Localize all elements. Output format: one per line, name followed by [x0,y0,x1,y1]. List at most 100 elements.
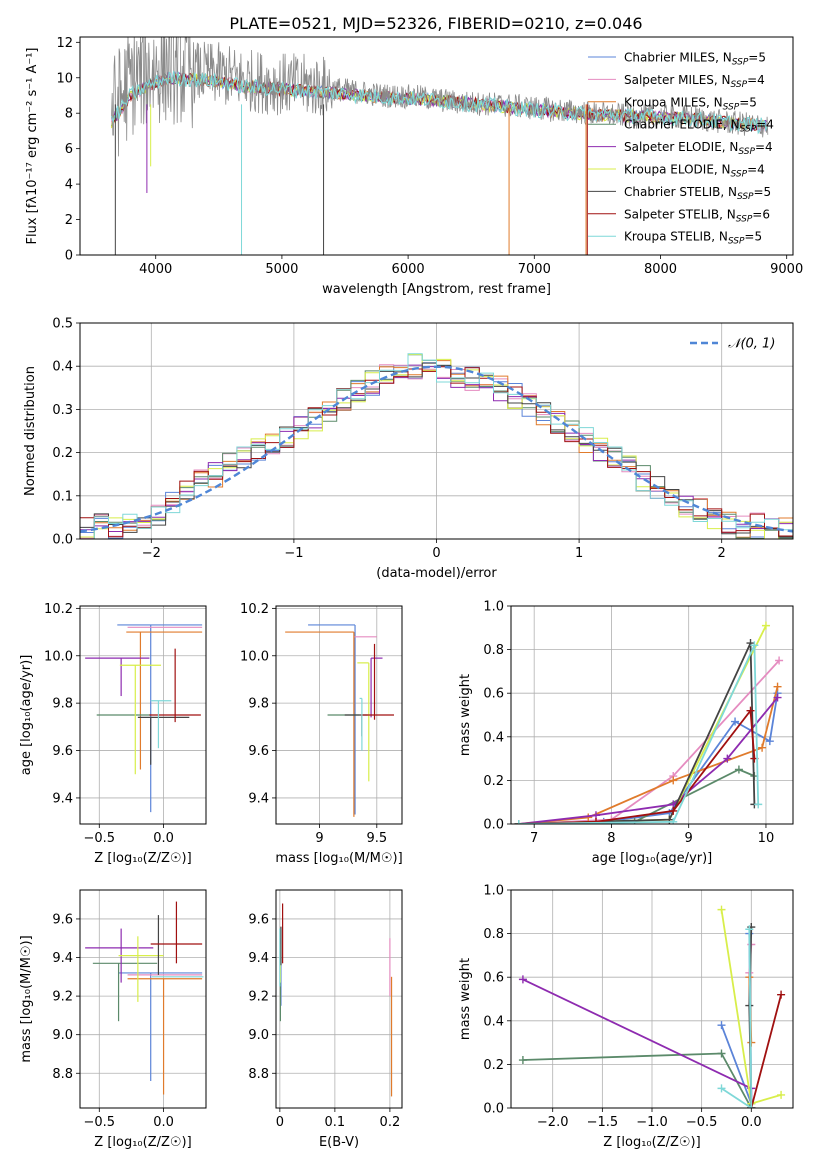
axes-frame [79,36,794,256]
legend-label-sub: SSP [728,237,745,247]
y-tick-label: 0.4 [483,730,504,745]
weight-series-line [522,1052,753,1108]
x-axis-label: Z [log₁₀(Z/Z☉)] [94,1135,191,1150]
y-tick-label: 0.6 [483,687,504,702]
legend-label-main: Salpeter ELODIE, N [624,140,738,154]
residuals-panel: −2 −1 0 1 2 0.0 0.1 0.2 0.3 0.4 0.5 (data-model)/er… [23,317,794,581]
legend-label: Kroupa STELIB, NSSP=5 [624,230,762,247]
y-tick-label: 0.0 [483,1102,504,1117]
y-tick-label: 0.1 [52,489,73,504]
y-tick-label: 8.8 [52,1067,73,1082]
spectrum-legend: Chabrier MILES, NSSP=5 Salpeter MILES, NS… [588,51,774,247]
y-axis-label: Flux [fλ10⁻¹⁷ erg cm⁻² s⁻¹ A⁻¹] [25,48,40,245]
x-axis-label: E(B-V) [319,1135,359,1150]
x-tick-label: 0.0 [153,1115,174,1130]
x-tick-label: 0 [432,546,440,561]
legend-label: Chabrier MILES, NSSP=5 [624,51,766,68]
y-axis-label: age [log₁₀(age/yr)] [19,655,34,776]
x-tick-label: −0.5 [83,1115,115,1130]
y-axis-label: mass weight [458,958,473,1040]
legend-label-sub: SSP [736,214,753,224]
histogram-steps [80,353,793,539]
x-tick-label: −1.0 [636,1115,668,1130]
y-tick-label: 8.8 [248,1067,269,1082]
y-tick-label: 4 [65,178,73,193]
y-tick-label: 9.4 [248,951,269,966]
x-tick-label: 2 [718,546,726,561]
x-tick-label: 0.1 [325,1115,346,1130]
legend-label-suffix: =5 [754,185,772,199]
y-axis-label: mass [log₁₀(M/M☉)] [19,935,34,1062]
axes-frame [79,889,207,1109]
y-tick-label: 9.2 [248,990,269,1005]
weight-point-marker [518,975,527,984]
legend-label-main: Chabrier ELODIE, N [624,118,740,132]
y-tick-label: 9.2 [52,990,73,1005]
y-tick-label: 1.0 [483,600,504,615]
y-tick-label: 9.6 [52,912,73,927]
y-tick-label: 0.8 [483,643,504,658]
weight-point-marker [717,1084,726,1093]
x-tick-label: −0.5 [686,1115,718,1130]
weight-point-marker [777,990,786,999]
axes-frame [275,889,403,1109]
axes-frame [275,605,403,825]
errorbar-group [85,624,203,813]
legend-label: Kroupa ELODIE, NSSP=4 [624,163,765,180]
legend-label: Chabrier STELIB, NSSP=5 [624,185,771,202]
legend-label-sub: SSP [737,192,754,202]
y-tick-label: 9.4 [52,951,73,966]
weight-lines [514,621,784,824]
x-axis-label: mass [log₁₀(M/M☉)] [275,851,402,866]
mass-vs-ebv-panel: 0 0.1 0.2 8.8 9.0 9.2 9.4 9.6 E(B-V) [248,889,403,1150]
x-tick-label: 9000 [770,262,803,277]
y-tick-label: 0.4 [52,360,73,375]
y-tick-label: 10.2 [240,602,269,617]
weight-point-marker [518,1056,527,1065]
legend-label: Chabrier ELODIE, NSSP=4 [624,118,774,135]
legend-label-suffix: =5 [739,95,757,109]
weight-point-marker [717,1049,726,1058]
age-vs-Z-panel: −0.5 0.0 9.4 9.6 9.8 10.0 10.2 Z [log₁₀(Z/Z☉)] a… [19,602,207,866]
x-tick-label: 8000 [644,262,677,277]
y-tick-label: 10.0 [44,649,73,664]
weight-lines [518,905,786,1108]
legend-label-main: Kroupa MILES, N [624,95,723,109]
mass-vs-Z-panel: −0.5 0.0 8.8 9.0 9.2 9.4 9.6 Z [log₁₀(Z/Z☉)] mas… [19,889,207,1150]
weight-series-line [518,686,779,824]
x-tick-label: −2.0 [537,1115,569,1130]
histogram-step-line [80,353,793,539]
legend-label-sub: SSP [723,102,740,112]
observed-spectrum-line [111,37,769,157]
x-tick-label: 0.0 [741,1115,762,1130]
legend-label: Salpeter MILES, NSSP=4 [624,73,765,90]
weight-point-marker [717,905,726,914]
weight-series-line [518,708,756,824]
legend-label-main: Chabrier STELIB, N [624,185,737,199]
y-axis-label: Normed distribution [23,366,38,496]
x-tick-label: 0.0 [153,831,174,846]
y-tick-label: 2 [65,213,73,228]
weight-point-marker [734,765,743,774]
weight-vs-age-panel: 7 8 9 10 0.0 0.2 0.4 0.6 0.8 1.0 age [log₁₀(age/yr… [458,600,794,866]
axes-frame [510,605,794,825]
weight-series-line [721,929,753,1108]
y-tick-label: 1.0 [483,884,504,899]
legend-label: Salpeter ELODIE, NSSP=4 [624,140,773,157]
legend-label-sub: SSP [738,147,755,157]
y-tick-label: 0.2 [52,446,73,461]
y-tick-label: 0.6 [483,971,504,986]
x-tick-label: 9 [315,831,323,846]
weight-point-marker [669,776,678,785]
x-tick-label: 0.2 [380,1115,401,1130]
x-tick-label: 4000 [139,262,172,277]
legend-label-suffix: =5 [744,230,762,244]
x-tick-label: −1.5 [587,1115,619,1130]
y-tick-label: 0.3 [52,403,73,418]
weight-series-line [750,994,782,1108]
x-tick-label: −0.5 [83,831,115,846]
weight-point-marker [765,737,774,746]
x-tick-label: 5000 [265,262,298,277]
weight-point-marker [777,1090,786,1099]
x-tick-label: −1 [284,546,303,561]
